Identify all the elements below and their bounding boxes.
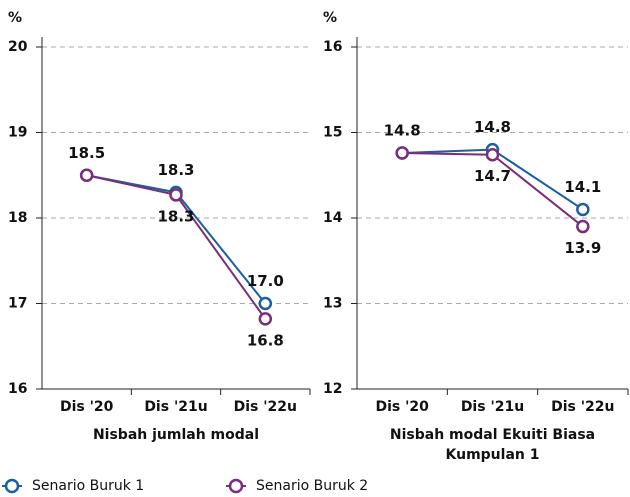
x-tick-label: Dis '21u: [144, 399, 207, 415]
y-tick-label: 12: [323, 381, 342, 397]
x-axis-label: Nisbah modal Ekuiti Biasa: [390, 427, 595, 443]
y-tick-label: 16: [8, 381, 27, 397]
legend-label: Senario Buruk 2: [256, 478, 368, 494]
x-tick-label: Dis '22u: [234, 399, 297, 415]
legend-label: Senario Buruk 1: [32, 478, 144, 494]
y-tick-label: 13: [323, 296, 342, 312]
data-label: 13.9: [564, 239, 601, 257]
series-line: [402, 152, 584, 228]
y-tick-label: 16: [323, 39, 342, 55]
y-tick-label: 20: [8, 39, 28, 55]
data-label: 14.8: [474, 118, 511, 136]
x-tick-label: Dis '21u: [461, 399, 524, 415]
data-label: 18.5: [68, 144, 105, 162]
marker: [395, 146, 409, 160]
marker: [576, 202, 590, 217]
data-label: 14.7: [474, 167, 511, 185]
legend-swatch: [228, 478, 244, 494]
x-axis-label: Nisbah jumlah modal: [93, 427, 259, 443]
y-tick-label: 18: [8, 210, 27, 226]
marker: [79, 168, 94, 182]
y-tick-label: 15: [323, 125, 342, 141]
data-label: 18.3: [157, 161, 194, 179]
data-label: 14.8: [384, 122, 421, 140]
x-tick-label: Dis '20: [60, 399, 114, 415]
x-axis-label: Kumpulan 1: [446, 447, 540, 463]
y-tick-label: 19: [8, 125, 27, 141]
x-tick-label: Dis '22u: [551, 399, 614, 415]
data-label: 17.0: [247, 272, 284, 290]
marker: [576, 219, 590, 234]
data-label: 18.3: [157, 207, 194, 225]
marker: [485, 147, 500, 162]
y-tick-label: 17: [8, 296, 27, 312]
y-axis-label: %: [8, 10, 22, 26]
x-tick-label: Dis '20: [375, 399, 429, 415]
marker: [258, 296, 273, 311]
data-label: 14.1: [564, 178, 601, 196]
y-axis-label: %: [323, 10, 337, 26]
y-tick-label: 14: [323, 210, 343, 226]
marker: [169, 188, 183, 202]
data-label: 16.8: [247, 331, 284, 349]
marker: [258, 312, 273, 326]
legend-swatch: [4, 478, 20, 494]
